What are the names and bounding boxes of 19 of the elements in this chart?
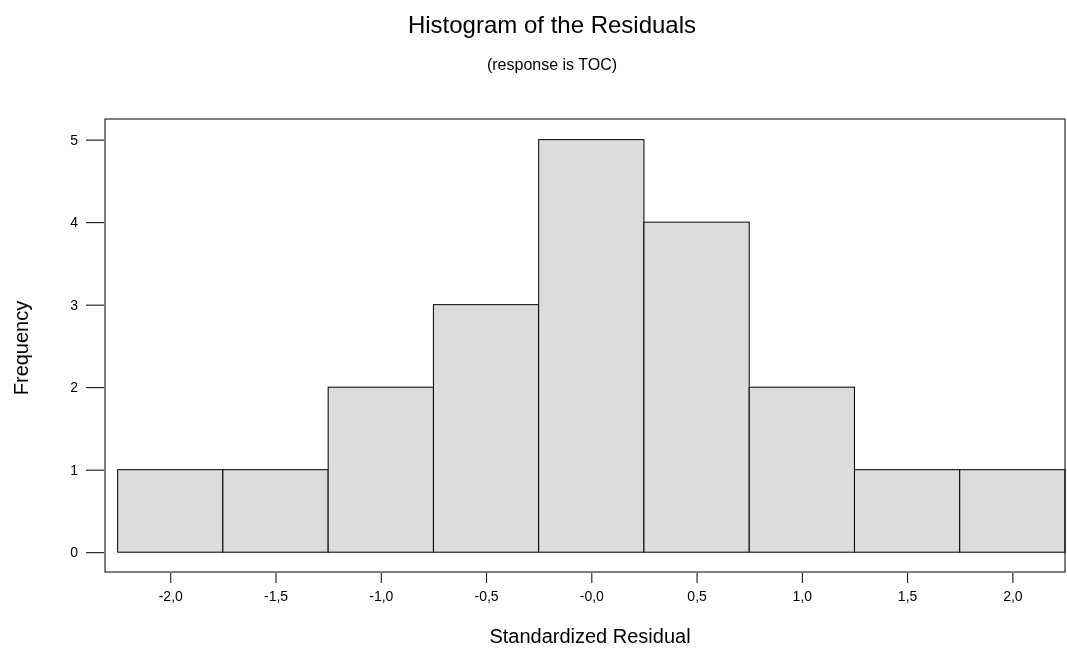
chart-subtitle: (response is TOC)	[486, 56, 618, 73]
x-tick-label: 2,0	[1003, 587, 1023, 604]
y-tick-label: 2	[70, 379, 79, 396]
chart-title: Histogram of the Residuals	[407, 11, 697, 38]
x-tick-label: -0,0	[579, 587, 605, 604]
x-tick-label: 0,5	[687, 587, 708, 604]
x-tick-label: -1,5	[263, 587, 289, 604]
y-tick-label: 0	[70, 544, 79, 561]
y-axis-title: Frequency	[10, 300, 32, 396]
x-tick-label: 1,0	[792, 587, 813, 604]
x-tick-label: -2,0	[158, 587, 184, 604]
y-tick-label: 5	[70, 131, 79, 148]
x-tick-label: 1,5	[897, 587, 918, 604]
x-tick-label: -1,0	[369, 587, 394, 604]
y-tick-label: 3	[70, 296, 79, 313]
x-axis-title: Standardized Residual	[489, 625, 691, 647]
y-tick-label: 4	[70, 214, 79, 231]
y-tick-label: 1	[70, 461, 79, 478]
x-tick-label: -0,5	[474, 587, 499, 604]
